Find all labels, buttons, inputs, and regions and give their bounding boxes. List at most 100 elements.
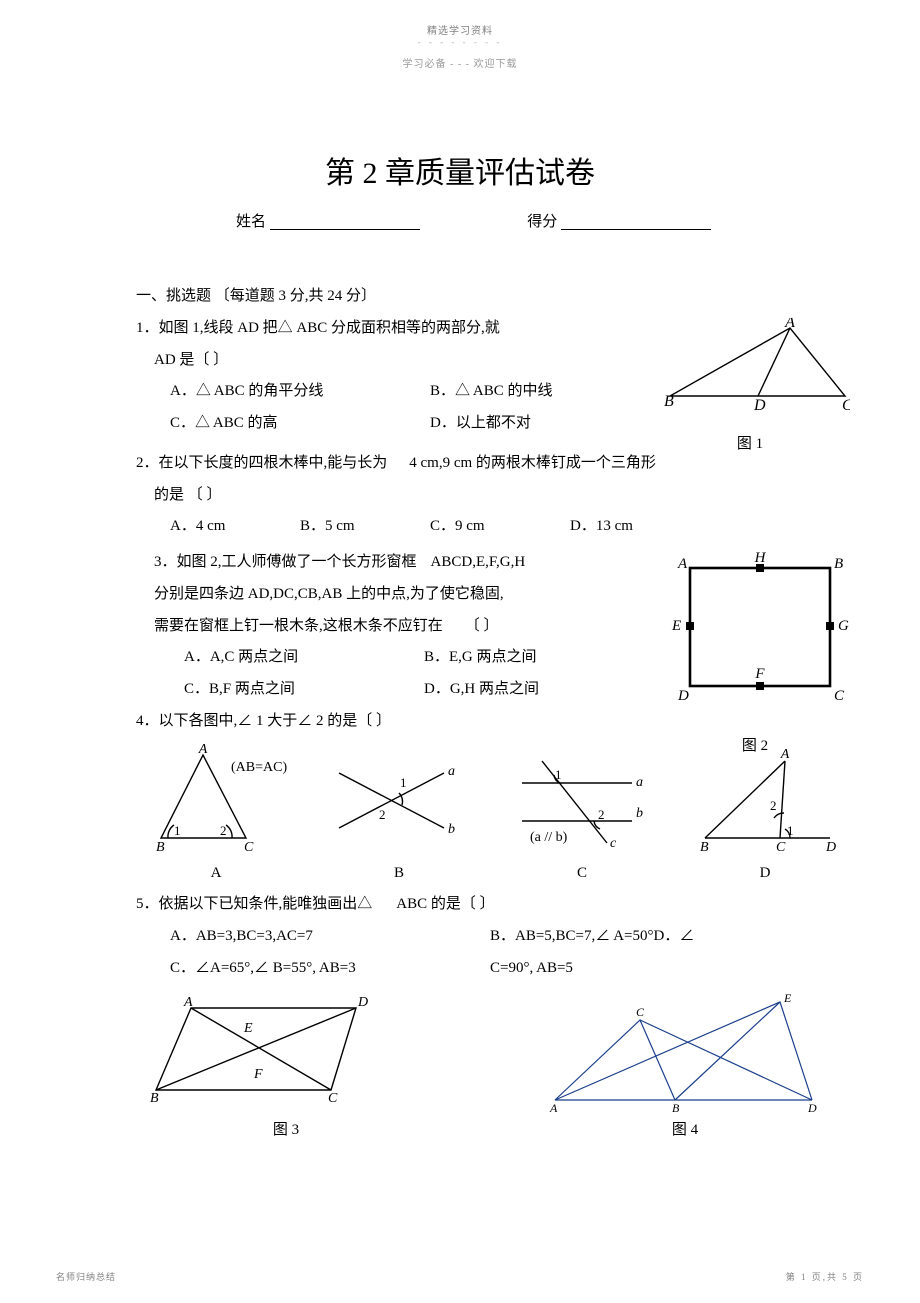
q3-Dv: D bbox=[677, 688, 689, 704]
q4B-a: a bbox=[448, 764, 455, 779]
q3-figure: A B H E G F D C 图 2 bbox=[660, 550, 850, 758]
f3-F: F bbox=[253, 1067, 263, 1082]
page-title: 第 2 章质量评估试卷 bbox=[0, 148, 920, 192]
q3-Cv: C bbox=[834, 688, 845, 704]
q1-A-opt: A．△ ABC 的角平分线 bbox=[170, 381, 430, 403]
q4A-1: 1 bbox=[174, 823, 181, 838]
q3-A: A．A,C 两点之间 bbox=[184, 647, 424, 669]
q4-labelD: D bbox=[690, 863, 840, 885]
q5-fig4: A B D C E 图 4 bbox=[540, 990, 830, 1142]
q3-figlabel: 图 2 bbox=[660, 736, 850, 758]
content: 一、挑选题 〔每道题 3 分,共 24 分〕 A B D C 图 1 1．如图 … bbox=[136, 286, 830, 1141]
q5-stem: 5．依据以下已知条件,能唯独画出△ bbox=[136, 894, 372, 916]
q2: 2．在以下长度的四根木棒中,能与长为 4 cm,9 cm 的两根木棒钉成一个三角… bbox=[136, 453, 830, 538]
q4B-1: 1 bbox=[400, 775, 407, 790]
footer-left: 名师归纳总结 bbox=[56, 1270, 116, 1283]
q1-B-opt: B．△ ABC 的中线 bbox=[430, 381, 553, 403]
q5-opts-row2: C．∠A=65°,∠ B=55°, AB=3 C=90°, AB=5 bbox=[136, 958, 830, 980]
q4C-c: c bbox=[610, 836, 617, 851]
q5-B: B．AB=5,BC=7,∠ A=50°D．∠ bbox=[490, 926, 694, 948]
q2-A: A．4 cm bbox=[170, 516, 300, 538]
q3-C: C．B,F 两点之间 bbox=[184, 679, 424, 701]
q4-figD: A B C D 2 1 D bbox=[690, 743, 840, 885]
q5-D: C=90°, AB=5 bbox=[490, 958, 573, 980]
q3-E: E bbox=[671, 618, 681, 634]
q3-stem-mid: ABCD,E,F,G,H bbox=[431, 552, 526, 574]
q2-stem-row: 2．在以下长度的四根木棒中,能与长为 4 cm,9 cm 的两根木棒钉成一个三角… bbox=[136, 453, 830, 475]
q2-opts: A．4 cm B．5 cm C．9 cm D．13 cm bbox=[136, 516, 830, 538]
q1-stem1-text: 1．如图 1,线段 AD 把△ ABC 分成面积相等的两部分,就 bbox=[136, 320, 500, 336]
q5-stem-row: 5．依据以下已知条件,能唯独画出△ ABC 的是〔 〕 bbox=[136, 894, 830, 916]
f3-A: A bbox=[183, 995, 193, 1010]
q5: 5．依据以下已知条件,能唯独画出△ ABC 的是〔 〕 A．AB=3,BC=3,… bbox=[136, 894, 830, 1141]
q4C-a: a bbox=[636, 775, 643, 790]
f4-E: E bbox=[783, 991, 792, 1005]
q1: A B D C 图 1 1．如图 1,线段 AD 把△ ABC 分成面积相等的两… bbox=[136, 318, 830, 435]
label-name: 姓名 bbox=[236, 214, 266, 230]
q2-stem2: 的是 〔 〕 bbox=[136, 485, 830, 507]
q4C-1: 1 bbox=[555, 767, 562, 782]
q4B-b: b bbox=[448, 822, 455, 837]
q4-labelB: B bbox=[324, 863, 474, 885]
q4D-1: 1 bbox=[787, 823, 794, 838]
q3-B: B．E,G 两点之间 bbox=[424, 647, 537, 669]
q5-stem-mid: ABC 的是〔 〕 bbox=[396, 894, 494, 916]
f3-E: E bbox=[243, 1021, 253, 1036]
q3-stem3: 需要在窗框上钉一根木条,这根木条不应钉在 bbox=[154, 616, 443, 638]
name-underline bbox=[270, 216, 420, 230]
q4D-D: D bbox=[825, 840, 836, 855]
q2-stem-mid: 4 cm,9 cm 的两根木棒钉成一个三角形 bbox=[409, 453, 656, 475]
label-score: 得分 bbox=[527, 214, 557, 230]
q5-A: A．AB=3,BC=3,AC=7 bbox=[170, 926, 490, 948]
f3-C: C bbox=[328, 1091, 338, 1106]
q2-stem1: 2．在以下长度的四根木棒中,能与长为 bbox=[136, 453, 387, 475]
f3-B: B bbox=[150, 1091, 159, 1106]
q1-D: D bbox=[753, 397, 766, 414]
q4D-2: 2 bbox=[770, 798, 777, 813]
section-heading: 一、挑选题 〔每道题 3 分,共 24 分〕 bbox=[136, 286, 830, 308]
q3-H: H bbox=[754, 550, 767, 566]
q4-labelC: C bbox=[502, 863, 662, 885]
q4A-B: B bbox=[156, 840, 165, 855]
q3: A B H E G F D C 图 2 3．如图 2,工人师傅做了一个长方形窗框… bbox=[136, 552, 830, 701]
header-dashes: - - - - - - - - bbox=[0, 37, 920, 47]
q4-figA: A B C (AB=AC) 1 2 A bbox=[136, 743, 296, 885]
q4C-2: 2 bbox=[598, 807, 605, 822]
q4-figs: A B C (AB=AC) 1 2 A bbox=[136, 743, 840, 885]
header-sub: 学习必备 - - - 欢迎下载 bbox=[0, 55, 920, 70]
q3-svg: A B H E G F D C bbox=[660, 550, 850, 710]
q4A-2: 2 bbox=[220, 823, 227, 838]
q2-B: B．5 cm bbox=[300, 516, 430, 538]
q4C-b: b bbox=[636, 806, 643, 821]
f4-D: D bbox=[807, 1101, 817, 1115]
f3-D: D bbox=[357, 995, 368, 1010]
q1-C-opt: C．△ ABC 的高 bbox=[170, 413, 430, 435]
q3-F: F bbox=[754, 666, 765, 682]
name-score-row: 姓名 得分 bbox=[236, 210, 760, 231]
header-top: 精选学习资料 bbox=[0, 22, 920, 37]
q1-svg: A B D C bbox=[650, 318, 850, 418]
f4-B: B bbox=[672, 1101, 680, 1115]
q4A-C: C bbox=[244, 840, 254, 855]
q4-figB: a b 1 2 B bbox=[324, 743, 474, 885]
q5-figs: A D B C E F 图 3 bbox=[136, 990, 830, 1142]
q4D-C: C bbox=[776, 840, 786, 855]
q3-stem1: 3．如图 2,工人师傅做了一个长方形窗框 bbox=[154, 552, 417, 574]
q3-G: G bbox=[838, 618, 849, 634]
q1-C: C bbox=[842, 397, 850, 414]
q4D-B: B bbox=[700, 840, 709, 855]
q4-figC: a b c 1 2 (a // b) C bbox=[502, 743, 662, 885]
q5-fig3label: 图 3 bbox=[136, 1120, 436, 1142]
q1-B: B bbox=[664, 393, 674, 410]
q4B-2: 2 bbox=[379, 807, 386, 822]
q5-C: C．∠A=65°,∠ B=55°, AB=3 bbox=[170, 958, 490, 980]
q5-opts-row1: A．AB=3,BC=3,AC=7 B．AB=5,BC=7,∠ A=50°D．∠ bbox=[136, 926, 830, 948]
q4-labelA: A bbox=[136, 863, 296, 885]
q2-C: C．9 cm bbox=[430, 516, 570, 538]
q1-figure: A B D C 图 1 bbox=[650, 318, 850, 456]
q4C-par: (a // b) bbox=[530, 830, 568, 845]
q5-fig4label: 图 4 bbox=[540, 1120, 830, 1142]
q1-A: A bbox=[784, 318, 795, 331]
q4A-A: A bbox=[198, 743, 208, 757]
q2-D: D．13 cm bbox=[570, 516, 633, 538]
